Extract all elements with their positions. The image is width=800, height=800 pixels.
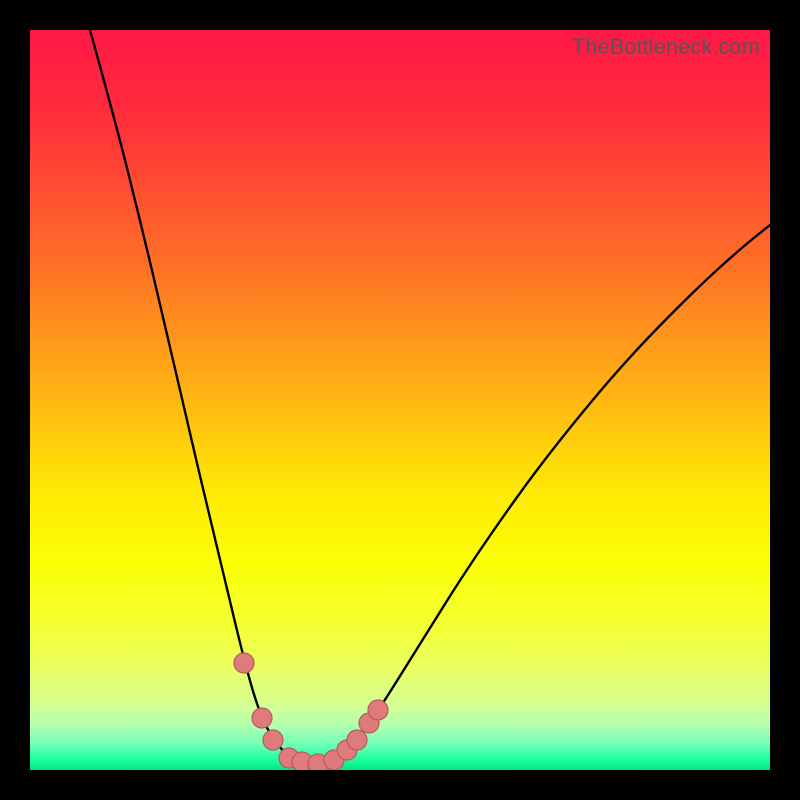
data-point <box>252 708 272 728</box>
plot-area <box>30 30 770 770</box>
data-point <box>263 730 283 750</box>
data-point <box>234 653 254 673</box>
data-point <box>347 730 367 750</box>
data-point <box>368 700 388 720</box>
chart-svg <box>30 30 800 800</box>
gradient-background <box>30 30 770 770</box>
chart-frame: TheBottleneck.com <box>0 0 800 800</box>
watermark-text: TheBottleneck.com <box>572 34 760 60</box>
